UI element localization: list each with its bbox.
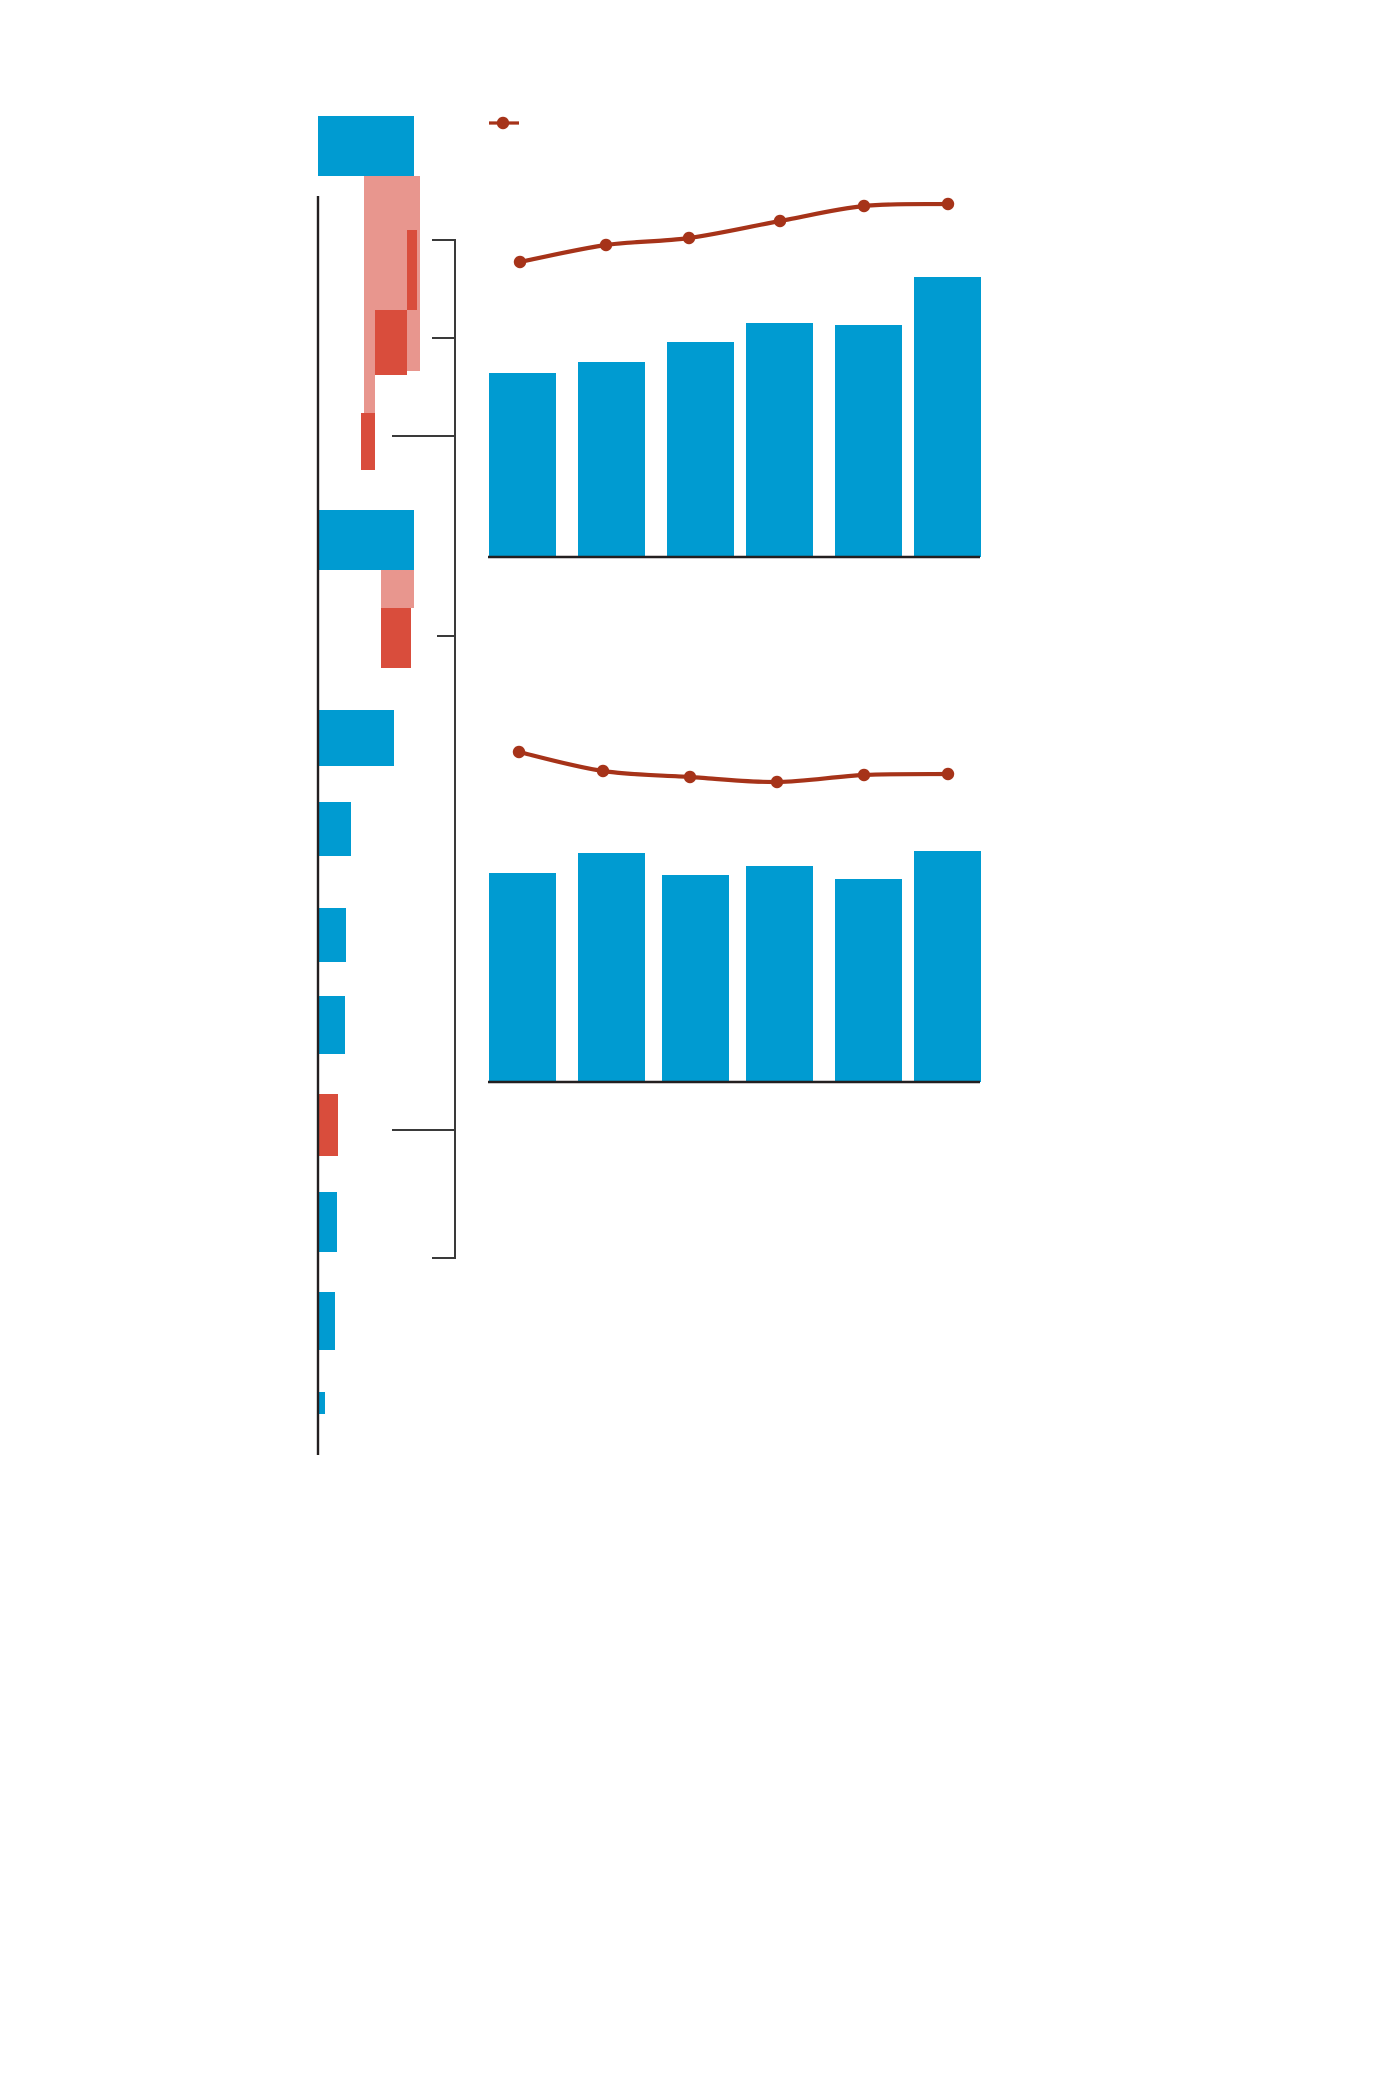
line-series-top-right-combo-0[interactable] bbox=[517, 201, 951, 265]
bar-waterfall-left-11[interactable] bbox=[318, 908, 346, 962]
bar-waterfall-left-13[interactable] bbox=[318, 1094, 338, 1156]
line-marker-top-right-combo-5[interactable] bbox=[941, 197, 955, 211]
bar-top-right-combo-0[interactable] bbox=[489, 373, 556, 557]
bar-top-right-combo-4[interactable] bbox=[835, 325, 902, 557]
line-series-bottom-right-combo-0[interactable] bbox=[516, 749, 951, 785]
bar-top-right-combo-3[interactable] bbox=[746, 323, 813, 557]
bar-waterfall-left-7[interactable] bbox=[381, 570, 414, 608]
bar-waterfall-left-16[interactable] bbox=[318, 1392, 325, 1414]
bar-waterfall-left-10[interactable] bbox=[318, 802, 351, 856]
bar-waterfall-left-14[interactable] bbox=[318, 1192, 337, 1252]
bar-bottom-right-combo-4[interactable] bbox=[835, 879, 902, 1082]
bar-waterfall-left-8[interactable] bbox=[381, 608, 411, 668]
line-marker-bottom-right-combo-4[interactable] bbox=[857, 768, 871, 782]
line-marker-top-right-combo-0[interactable] bbox=[513, 255, 527, 269]
leader-line-bracket-1 bbox=[432, 239, 456, 1259]
line-marker-bottom-right-combo-5[interactable] bbox=[941, 767, 955, 781]
bar-bottom-right-combo-0[interactable] bbox=[489, 873, 556, 1082]
bar-waterfall-left-2[interactable] bbox=[407, 230, 417, 310]
bar-bottom-right-combo-5[interactable] bbox=[914, 851, 981, 1082]
bar-waterfall-left-3[interactable] bbox=[375, 310, 407, 375]
bar-waterfall-left-5[interactable] bbox=[361, 413, 375, 470]
bar-waterfall-left-15[interactable] bbox=[318, 1292, 335, 1350]
legend-marker-dot-top-right-combo bbox=[496, 116, 510, 130]
line-marker-top-right-combo-3[interactable] bbox=[773, 214, 787, 228]
bar-top-right-combo-5[interactable] bbox=[914, 277, 981, 557]
line-marker-bottom-right-combo-1[interactable] bbox=[596, 764, 610, 778]
line-marker-bottom-right-combo-3[interactable] bbox=[770, 775, 784, 789]
bar-bottom-right-combo-2[interactable] bbox=[662, 875, 729, 1082]
bar-bottom-right-combo-3[interactable] bbox=[746, 866, 813, 1082]
line-marker-top-right-combo-4[interactable] bbox=[857, 199, 871, 213]
bar-waterfall-left-6[interactable] bbox=[318, 510, 414, 570]
bar-waterfall-left-9[interactable] bbox=[318, 710, 394, 766]
bar-waterfall-left-4[interactable] bbox=[364, 371, 375, 413]
line-marker-top-right-combo-2[interactable] bbox=[682, 231, 696, 245]
bar-top-right-combo-2[interactable] bbox=[667, 342, 734, 557]
bar-waterfall-left-12[interactable] bbox=[318, 996, 345, 1054]
bar-bottom-right-combo-1[interactable] bbox=[578, 853, 645, 1082]
bar-top-right-combo-1[interactable] bbox=[578, 362, 645, 557]
line-marker-bottom-right-combo-2[interactable] bbox=[683, 770, 697, 784]
line-marker-bottom-right-combo-0[interactable] bbox=[512, 745, 526, 759]
line-marker-top-right-combo-1[interactable] bbox=[599, 238, 613, 252]
bar-waterfall-left-0[interactable] bbox=[318, 116, 414, 176]
